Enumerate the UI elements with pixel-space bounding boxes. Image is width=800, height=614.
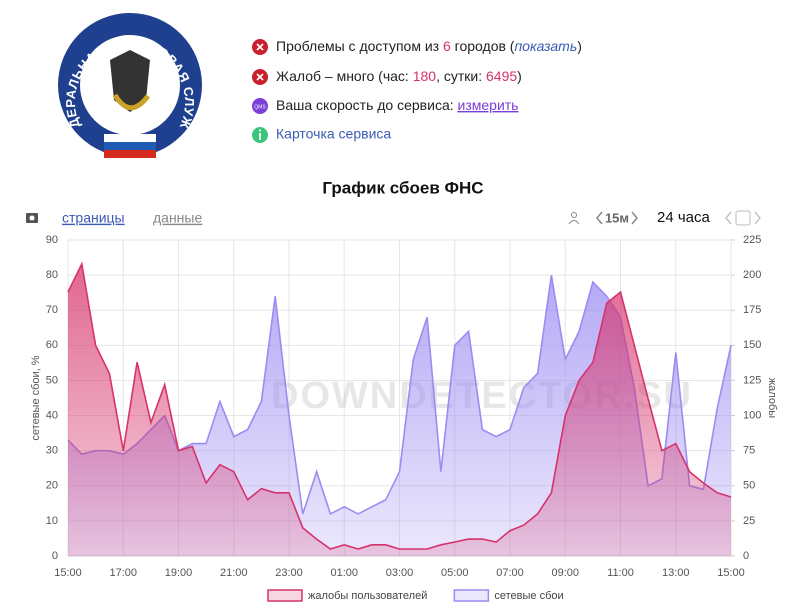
measure-link[interactable]: измерить: [458, 97, 519, 113]
user-icon-head: [571, 212, 577, 218]
range-next[interactable]: [754, 211, 761, 225]
flag-red: [104, 150, 156, 158]
status-text: ): [577, 38, 582, 54]
y-axis-title: сетевые сбои, %: [30, 355, 42, 440]
calendar-icon[interactable]: [735, 210, 751, 226]
error-icon-cross: [256, 73, 264, 81]
x-tick-label: 15:00: [54, 567, 82, 579]
user-icon-body: [568, 220, 580, 225]
status-number: 6: [443, 38, 451, 54]
status-text: Жалоб – много (час:: [276, 68, 413, 84]
status-number: 180: [413, 68, 437, 84]
status-line: Проблемы с доступом из 6 городов (показа…: [276, 38, 582, 54]
service-card-link[interactable]: Карточка сервиса: [276, 126, 391, 142]
logo-ornament: [112, 93, 150, 111]
flag-blue: [104, 142, 156, 150]
speed-icon: [252, 98, 268, 114]
y2-tick-label: 75: [743, 445, 755, 457]
x-tick-label: 07:00: [496, 567, 524, 579]
status-line: Жалоб – много (час: 180, сутки: 6495): [276, 68, 522, 84]
logo: ФЕДЕРАЛЬНАЯ НАЛОГОВАЯ СЛУЖБА: [0, 0, 202, 158]
x-tick-label: 21:00: [220, 567, 248, 579]
y2-tick-label: 0: [743, 550, 749, 562]
series-line: [67, 261, 732, 550]
x-tick-label: 19:00: [165, 567, 193, 579]
status-text: Проблемы с доступом из: [276, 38, 443, 54]
camera-icon[interactable]: [26, 213, 38, 223]
x-tick-label: 01:00: [330, 567, 358, 579]
y2-tick-label: 125: [743, 374, 761, 386]
y2-tick-label: 50: [743, 480, 755, 492]
x-tick-label: 05:00: [441, 567, 469, 579]
x-tick-label: 15:00: [717, 567, 745, 579]
status-text: Ваша скорость до сервиса:: [276, 97, 458, 113]
interval-prev[interactable]: [596, 211, 603, 225]
x-tick-label: 13:00: [662, 567, 690, 579]
interval-next[interactable]: [631, 211, 638, 225]
status-number: 6495: [486, 68, 517, 84]
x-tick-label: 09:00: [551, 567, 579, 579]
logo-emblem: [110, 50, 150, 112]
range: 24 часа: [657, 209, 711, 226]
status-line: Ваша скорость до сервиса: измерить: [276, 97, 518, 113]
interval: 15м: [605, 210, 629, 225]
x-tick-label: 23:00: [275, 567, 303, 579]
tab-pages[interactable]: страницы: [62, 210, 125, 226]
show-link[interactable]: показать: [514, 38, 577, 54]
status-icons: QMS: [252, 39, 268, 143]
range-prev[interactable]: [725, 211, 732, 225]
x-tick-label: 17:00: [109, 567, 137, 579]
y-tick-label: 80: [46, 269, 58, 281]
y-tick-label: 70: [46, 304, 58, 316]
legend-label[interactable]: жалобы пользователей: [308, 590, 427, 602]
legend: жалобы пользователей сетевые сбои: [267, 589, 564, 602]
y-tick-label: 10: [46, 515, 58, 527]
status-text: городов (: [451, 38, 515, 54]
speed-icon-text: QMS: [254, 104, 266, 110]
error-icon-cross: [256, 43, 264, 51]
plot: 0 10 20 30 40 50 60 70 80 90 0 25 50 75 100 125 150 175 20…: [46, 234, 762, 602]
legend-swatch[interactable]: [453, 589, 490, 602]
area-fill: [68, 263, 731, 556]
y-tick-label: 50: [46, 374, 58, 386]
y2-tick-label: 175: [743, 304, 761, 316]
y2-tick-label: 100: [743, 409, 761, 421]
y2-tick-label: 225: [743, 234, 761, 246]
y2-tick-label: 200: [743, 269, 761, 281]
legend-swatch[interactable]: [267, 589, 303, 602]
status-text: ): [517, 68, 522, 84]
tab-data[interactable]: данные: [153, 210, 202, 226]
x-tick-label: 11:00: [607, 567, 634, 579]
legend-label[interactable]: сетевые сбои: [494, 590, 563, 602]
y-tick-label: 90: [46, 234, 58, 246]
y2-axis-title: жалобы: [766, 378, 778, 418]
y-tick-label: 40: [46, 409, 58, 421]
y-tick-label: 20: [46, 480, 58, 492]
y-tick-label: 60: [46, 339, 58, 351]
y2-tick-label: 25: [743, 515, 755, 527]
camera-lens: [29, 215, 35, 221]
y-tick-label: 0: [52, 550, 58, 562]
x-tick-label: 03:00: [386, 567, 414, 579]
info-icon-dot: [258, 129, 262, 132]
y-tick-label: 30: [46, 445, 58, 457]
chart-title: График сбоев ФНС: [322, 178, 483, 197]
y2-tick-label: 150: [743, 339, 761, 351]
status-text: , сутки:: [436, 68, 486, 84]
user-icon: [568, 212, 580, 225]
flag-white: [104, 134, 156, 142]
